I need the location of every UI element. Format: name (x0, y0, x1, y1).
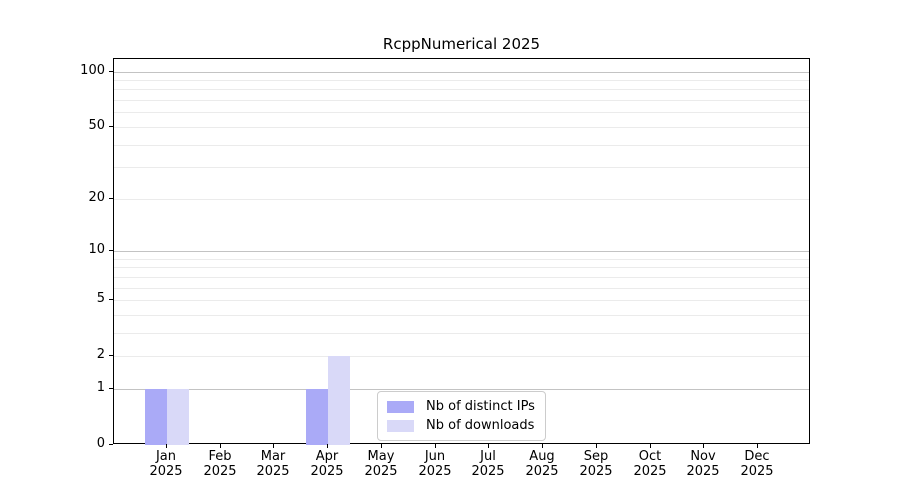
y-tick-label-1: 1 (96, 380, 105, 395)
x-tick-nov (703, 444, 704, 448)
x-label-year: 2025 (203, 464, 237, 479)
gridline-minor-3 (114, 333, 809, 334)
x-label-year: 2025 (149, 464, 183, 479)
x-label-year: 2025 (256, 464, 290, 479)
x-label-year: 2025 (364, 464, 398, 479)
x-label-year: 2025 (418, 464, 452, 479)
y-tick-label-0: 0 (96, 436, 105, 451)
x-label-month: Dec (744, 449, 770, 464)
gridline-minor-60 (114, 112, 809, 113)
x-label-month: Apr (315, 449, 339, 464)
gridline-minor-80 (114, 89, 809, 90)
x-tick-label-dec: Dec 2025 (725, 449, 789, 479)
x-tick-jul (488, 444, 489, 448)
x-tick-label-nov: Nov 2025 (671, 449, 735, 479)
x-label-month: Sep (583, 449, 609, 464)
x-tick-aug (542, 444, 543, 448)
gridline-major-1 (114, 389, 809, 390)
x-label-year: 2025 (686, 464, 720, 479)
y-tick-label-100: 100 (80, 63, 105, 78)
x-label-month: Nov (690, 449, 716, 464)
gridline-minor-9 (114, 259, 809, 260)
y-tick-1 (109, 388, 113, 389)
x-label-month: Oct (638, 449, 662, 464)
x-tick-oct (650, 444, 651, 448)
gridline-minor-30 (114, 167, 809, 168)
x-tick-dec (757, 444, 758, 448)
legend: Nb of distinct IPs Nb of downloads (377, 391, 546, 441)
gridline-major-10 (114, 251, 809, 252)
gridline-minor-90 (114, 80, 809, 81)
x-tick-jan (166, 444, 167, 448)
x-label-year: 2025 (633, 464, 667, 479)
gridline-minor-8 (114, 267, 809, 268)
gridline-minor-2 (114, 356, 809, 357)
y-tick-0 (109, 444, 113, 445)
x-tick-label-aug: Aug 2025 (510, 449, 574, 479)
y-tick-50 (109, 126, 113, 127)
legend-label-downloads: Nb of downloads (426, 418, 535, 433)
x-tick-label-jan: Jan 2025 (134, 449, 198, 479)
x-label-month: May (367, 449, 395, 464)
x-tick-feb (220, 444, 221, 448)
gridline-major-100 (114, 72, 809, 73)
x-tick-label-jun: Jun 2025 (403, 449, 467, 479)
gridline-minor-7 (114, 277, 809, 278)
y-tick-label-10: 10 (88, 242, 105, 257)
x-label-month: Jan (155, 449, 177, 464)
gridline-minor-20 (114, 199, 809, 200)
x-tick-label-feb: Feb 2025 (188, 449, 252, 479)
x-label-month: Jun (424, 449, 446, 464)
x-tick-label-sep: Sep 2025 (564, 449, 628, 479)
legend-item-distinct-ips: Nb of distinct IPs (387, 397, 535, 416)
bar-nb-of-distinct-ips-apr (306, 389, 328, 445)
x-tick-mar (273, 444, 274, 448)
x-label-month: Aug (529, 449, 555, 464)
x-tick-may (381, 444, 382, 448)
x-tick-sep (596, 444, 597, 448)
gridline-minor-70 (114, 100, 809, 101)
legend-item-downloads: Nb of downloads (387, 416, 535, 435)
y-tick-label-20: 20 (88, 190, 105, 205)
x-tick-label-may: May 2025 (349, 449, 413, 479)
y-tick-label-2: 2 (96, 347, 105, 362)
y-tick-5 (109, 299, 113, 300)
chart-title: RcppNumerical 2025 (382, 35, 541, 53)
x-label-year: 2025 (310, 464, 344, 479)
x-tick-label-apr: Apr 2025 (295, 449, 359, 479)
x-label-year: 2025 (471, 464, 505, 479)
x-tick-apr (327, 444, 328, 448)
x-tick-jun (435, 444, 436, 448)
x-label-year: 2025 (740, 464, 774, 479)
bar-nb-of-downloads-apr (328, 356, 350, 445)
y-tick-100 (109, 71, 113, 72)
x-label-month: Mar (260, 449, 286, 464)
y-tick-20 (109, 198, 113, 199)
bar-nb-of-distinct-ips-jan (145, 389, 167, 445)
x-label-year: 2025 (579, 464, 613, 479)
x-label-month: Jul (480, 449, 496, 464)
gridline-minor-4 (114, 315, 809, 316)
y-tick-label-50: 50 (88, 118, 105, 133)
bar-nb-of-downloads-jan (167, 389, 189, 445)
x-label-year: 2025 (525, 464, 559, 479)
gridline-minor-40 (114, 145, 809, 146)
gridline-minor-6 (114, 288, 809, 289)
y-tick-10 (109, 250, 113, 251)
x-label-month: Feb (208, 449, 232, 464)
gridline-minor-50 (114, 127, 809, 128)
x-tick-label-oct: Oct 2025 (618, 449, 682, 479)
x-tick-label-jul: Jul 2025 (456, 449, 520, 479)
gridline-minor-5 (114, 300, 809, 301)
legend-swatch-distinct-ips (387, 400, 414, 413)
legend-swatch-downloads (387, 419, 414, 432)
x-tick-label-mar: Mar 2025 (241, 449, 305, 479)
y-tick-2 (109, 355, 113, 356)
legend-label-distinct-ips: Nb of distinct IPs (426, 399, 535, 414)
plot-area (113, 58, 810, 445)
y-tick-label-5: 5 (96, 291, 105, 306)
